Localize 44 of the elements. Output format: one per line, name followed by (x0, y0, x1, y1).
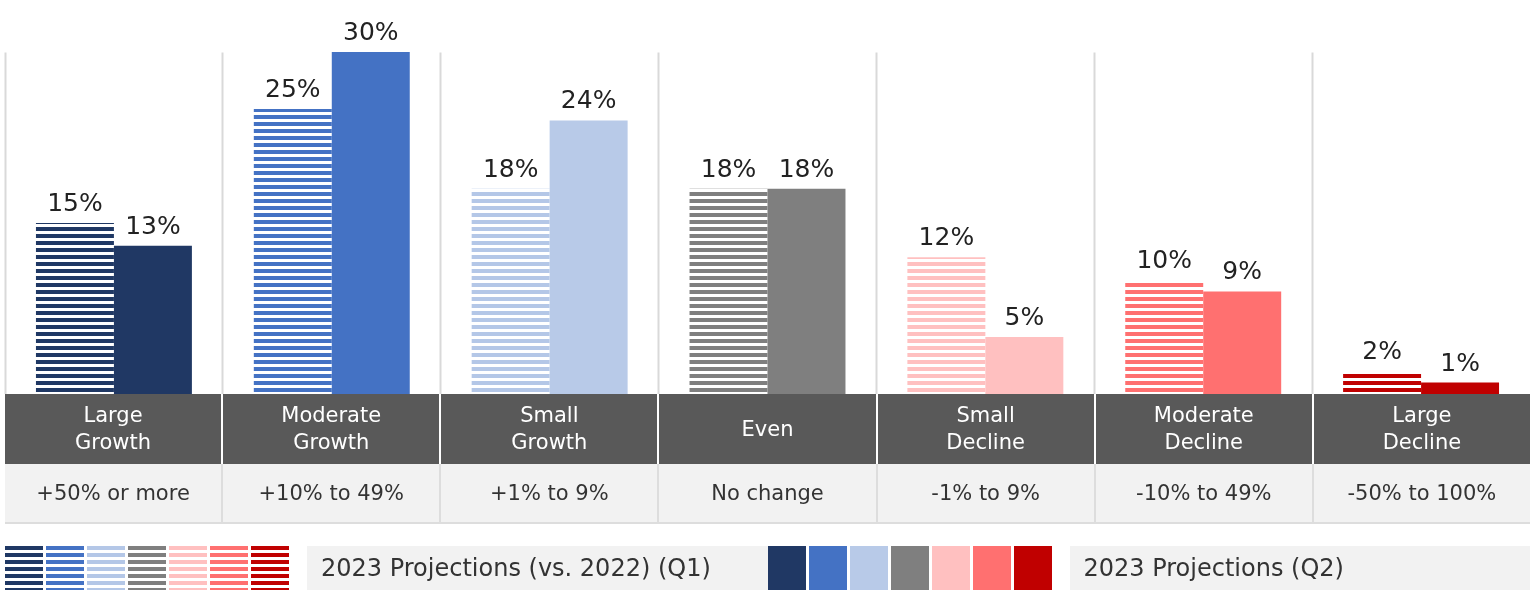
bar (1125, 280, 1204, 394)
bar (471, 188, 550, 394)
x-tick-label: Large Decline (1311, 394, 1530, 464)
x-tick-label: Moderate Decline (1093, 394, 1312, 464)
legend-label: 2023 Projections (vs. 2022) (Q1) (320, 554, 711, 582)
data-label: 9% (1222, 256, 1263, 286)
text: -50% to 100% (1311, 464, 1530, 522)
data-label: 15% (47, 188, 103, 217)
text: +50% or more (35, 480, 191, 507)
data-label: 1% (1440, 347, 1480, 377)
data-label: 12% (918, 222, 975, 252)
text: +1% to 9% (439, 464, 658, 522)
text: +10% to 49% (221, 464, 440, 522)
data-label: 25% (265, 74, 321, 103)
x-tick-label: Small Growth (439, 394, 658, 464)
legend-label: 2023 Projections (Q2) (1082, 554, 1344, 582)
text: -1% to 9% (875, 464, 1094, 522)
text: -10% to 49% (1093, 464, 1312, 522)
bar (253, 109, 332, 394)
bar (1421, 382, 1500, 394)
data-label: 5% (1004, 302, 1045, 331)
bar (985, 337, 1064, 394)
x-tick-label: Small Decline (875, 394, 1094, 464)
bar (35, 223, 114, 394)
data-label: 10% (1136, 245, 1193, 274)
bar (549, 120, 628, 394)
bar (1203, 291, 1282, 394)
bar (331, 52, 410, 394)
data-label: 18% (700, 153, 757, 183)
bar (907, 257, 986, 394)
data-label: 18% (482, 153, 539, 183)
x-tick-label: Large Growth (74, 402, 153, 456)
data-label: 30% (342, 17, 399, 46)
data-label: 2% (1362, 336, 1402, 366)
x-tick-label: Even (657, 394, 876, 464)
bar (113, 245, 192, 394)
bar (689, 188, 768, 394)
data-label: 13% (125, 210, 181, 240)
data-label: 18% (778, 153, 835, 183)
bar (767, 188, 846, 394)
x-tick-label: Moderate Growth (221, 394, 440, 464)
bar (1343, 371, 1422, 394)
data-label: 24% (560, 85, 617, 115)
text: No change (657, 464, 876, 522)
